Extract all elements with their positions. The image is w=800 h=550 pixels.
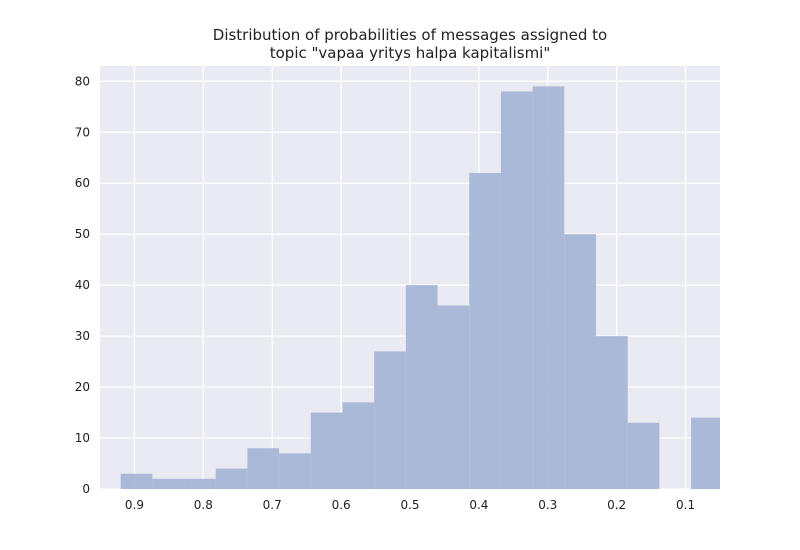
y-tick-label-3: 30 [75,329,90,343]
histogram-bar-9 [405,285,438,489]
histogram-bar-7 [342,402,375,489]
histogram-bar-8 [374,351,406,489]
histogram-bar-0 [120,473,153,489]
histogram-bar-1 [152,478,185,489]
histogram-bar-5 [279,453,311,489]
histogram-bar-4 [247,448,280,489]
histogram-bar-18 [691,417,720,489]
y-tick-label-6: 60 [75,176,90,190]
histogram-bar-16 [627,422,660,489]
x-tick-label-8: 0.1 [676,498,695,512]
x-tick-label-0: 0.9 [125,498,144,512]
chart-title-line-1: Distribution of probabilities of message… [213,26,607,44]
histogram-bar-14 [564,234,596,489]
y-tick-label-0: 0 [82,482,90,496]
histogram-bar-3 [215,468,248,489]
x-tick-label-7: 0.2 [607,498,626,512]
x-axis-tick-labels: 0.9 0.8 0.7 0.6 0.5 0.4 0.3 0.2 0.1 [125,498,695,512]
histogram-bar-11 [469,173,501,489]
histogram-bar-2 [184,478,216,489]
x-tick-label-4: 0.5 [400,498,419,512]
y-tick-label-1: 10 [75,431,90,445]
chart-title-line-2: topic "vapaa yritys halpa kapitalismi" [270,44,551,62]
histogram-bar-12 [500,91,533,489]
x-tick-label-6: 0.3 [538,498,557,512]
x-tick-label-5: 0.4 [469,498,488,512]
y-tick-label-5: 50 [75,227,90,241]
x-tick-label-1: 0.8 [194,498,213,512]
histogram-bar-13 [532,86,565,489]
y-tick-label-7: 70 [75,125,90,139]
histogram-bars [120,86,720,489]
histogram-bar-10 [437,305,470,489]
y-tick-label-4: 40 [75,278,90,292]
y-tick-label-2: 20 [75,380,90,394]
x-tick-label-2: 0.7 [263,498,282,512]
y-axis-tick-labels: 0 10 20 30 40 50 60 70 80 [75,74,90,496]
x-tick-label-3: 0.6 [332,498,351,512]
histogram-bar-6 [310,412,343,489]
histogram-bar-15 [596,336,628,489]
y-tick-label-8: 80 [75,74,90,88]
